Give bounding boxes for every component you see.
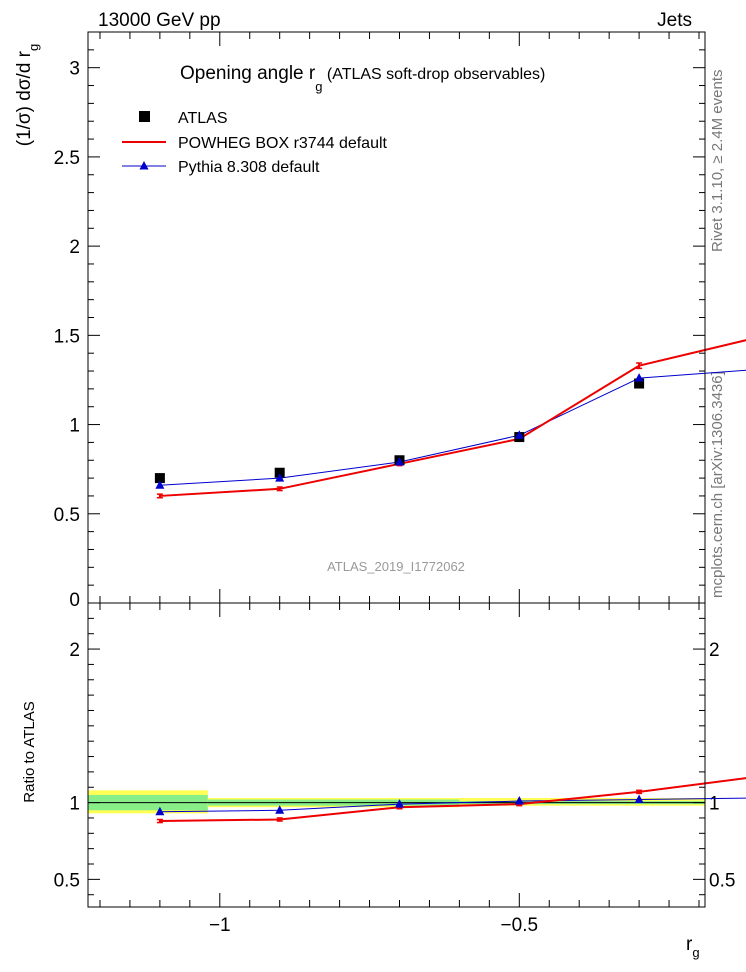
atlas-data-point [274,467,285,478]
analysis-watermark: ATLAS_2019_I1772062 [327,559,465,574]
x-axis-label-sub: g [692,945,699,960]
ratio-ytick-label-right: 1 [709,794,720,815]
atlas-data-point [154,473,165,484]
ratio-uncertainty-bands [88,790,705,814]
ratio-pythia-point [275,805,285,814]
ratio-series-layer [155,777,746,824]
chart-title-suffix: (ATLAS soft-drop observables) [322,66,545,83]
pythia-point [275,473,285,482]
ratio-pythia-point [394,799,404,808]
main-ylabel-sub: g [26,44,41,51]
main-ytick-label: 1.5 [54,326,80,347]
pythia-point [514,430,524,439]
ratio-pythia-point [634,794,644,804]
pythia-point [155,480,165,489]
main-axis-ticks: 0.5 1 1.5 2 2.5 3 0 [54,32,705,611]
main-ylabel: (1/σ) dσ/d rg [14,44,41,147]
legend-pythia-label: Pythia 8.308 default [178,159,320,176]
ratio-ytick-label-right: 0.5 [709,870,735,891]
ratio-pythia-point [155,806,165,816]
main-ytick-label: 0.5 [54,505,80,526]
ratio-ytick-label-left: 0.5 [54,870,80,891]
main-ytick-label-zero: 0 [69,590,80,611]
legend-pythia-marker [139,161,149,170]
ratio-pythia-line [159,797,746,813]
xtick-label: −0.5 [501,915,539,936]
ratio-ytick-label-right: 2 [709,640,720,661]
pythia-line [159,369,746,486]
ratio-pythia-point [514,796,524,805]
ratio-powheg-line [159,777,746,823]
mcplots-label: mcplots.cern.ch [arXiv:1306.3436] [709,371,726,598]
main-ytick-label: 1 [69,416,80,437]
header-right: Jets [657,10,692,31]
pythia-point [634,373,644,382]
main-ytick-label: 2.5 [54,148,80,169]
chart-title: Opening angle rg (ATLAS soft-drop observ… [180,63,545,94]
x-axis-label-main: r [686,934,693,955]
ratio-axis-ticks: 0.5 0.5 1 1 2 2 −1 −0.5 [54,603,735,936]
chart-title-sub: g [315,79,322,94]
ratio-ytick-label-left: 1 [69,794,80,815]
main-ylabel-text: (1/σ) dσ/d r [14,50,35,146]
pythia-point [394,457,404,466]
legend-atlas-label: ATLAS [178,110,228,127]
ratio-plot-frame [87,602,706,908]
legend: ATLAS POWHEG BOX r3744 default Pythia 8.… [122,110,388,176]
legend-atlas-marker [139,111,150,122]
ratio-ytick-label-left: 2 [69,640,80,661]
rivet-label: Rivet 3.1.10, ≥ 2.4M events [709,70,726,253]
legend-powheg-label: POWHEG BOX r3744 default [178,135,388,152]
main-ytick-label: 3 [69,59,80,80]
atlas-data-point [634,378,645,389]
xtick-label: −1 [209,915,231,936]
x-axis-label: rg [686,934,700,960]
chart-title-main: Opening angle r [180,63,316,84]
ratio-ylabel: Ratio to ATLAS [21,701,38,802]
main-series-layer [154,339,746,499]
main-ytick-label: 2 [69,237,80,258]
header-left: 13000 GeV pp [98,10,221,31]
powheg-line [159,339,746,497]
